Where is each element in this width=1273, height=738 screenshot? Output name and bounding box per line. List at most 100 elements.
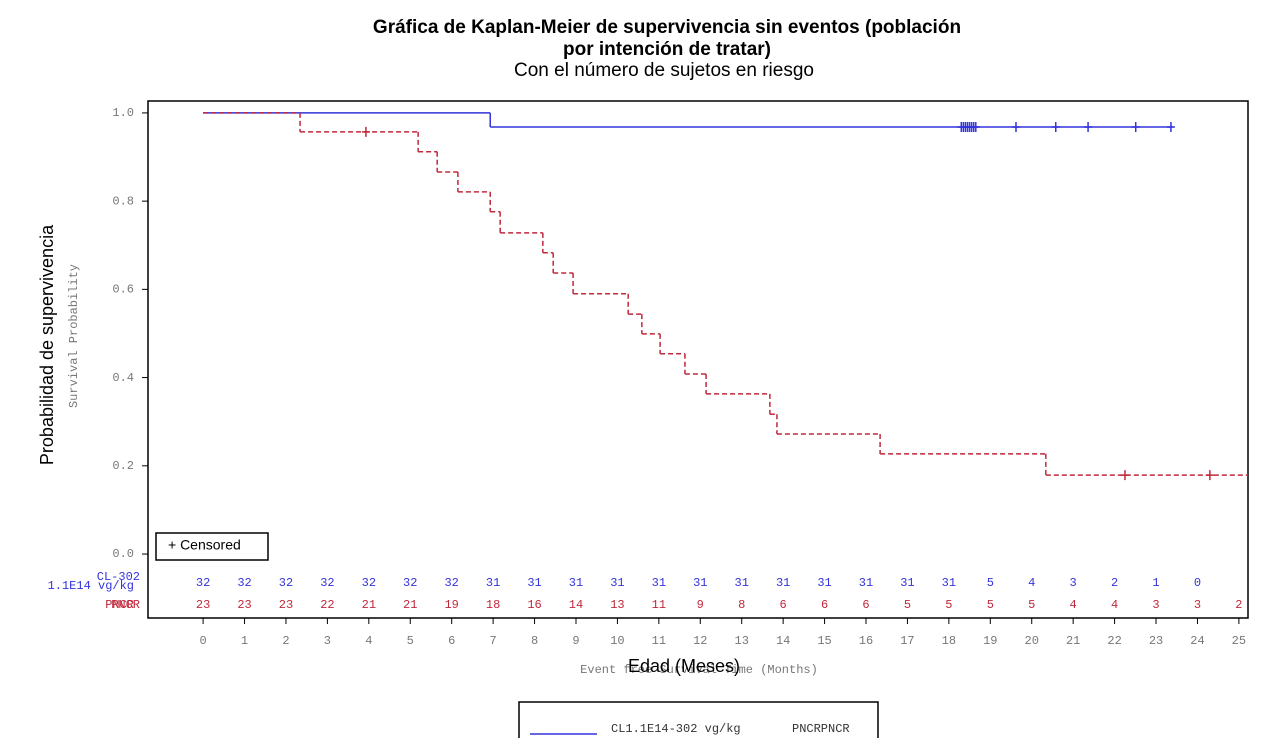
at-risk-count: 4 bbox=[1111, 598, 1118, 612]
at-risk-count: 32 bbox=[403, 576, 417, 590]
censor-mark bbox=[971, 122, 980, 133]
x-axis-label: Edad (Meses) bbox=[628, 656, 740, 676]
at-risk-count: 32 bbox=[279, 576, 293, 590]
y-tick-label: 0.8 bbox=[112, 194, 134, 208]
censor-mark bbox=[1205, 470, 1214, 481]
at-risk-count: 21 bbox=[403, 598, 417, 612]
at-risk-count: 32 bbox=[237, 576, 251, 590]
at-risk-count: 13 bbox=[610, 598, 624, 612]
x-tick-label: 2 bbox=[282, 634, 289, 648]
x-tick-label: 24 bbox=[1190, 634, 1204, 648]
at-risk-count: 2 bbox=[1235, 598, 1242, 612]
x-tick-label: 11 bbox=[652, 634, 666, 648]
at-risk-count: 9 bbox=[697, 598, 704, 612]
at-risk-count: 5 bbox=[1028, 598, 1035, 612]
at-risk-count: 5 bbox=[987, 576, 994, 590]
censor-legend-box bbox=[155, 532, 269, 561]
plot-frame bbox=[147, 100, 1249, 619]
risk-row-label: PNCR bbox=[105, 598, 134, 612]
x-tick-label: 0 bbox=[200, 634, 207, 648]
at-risk-count: 23 bbox=[279, 598, 293, 612]
risk-row-label: 1.1E14 vg/kg bbox=[48, 579, 134, 593]
censor-mark bbox=[1051, 122, 1060, 133]
at-risk-count: 32 bbox=[444, 576, 458, 590]
x-tick-label: 6 bbox=[448, 634, 455, 648]
x-tick-label: 23 bbox=[1149, 634, 1163, 648]
x-tick-label: 12 bbox=[693, 634, 707, 648]
at-risk-count: 31 bbox=[693, 576, 707, 590]
x-tick-label: 18 bbox=[942, 634, 956, 648]
x-tick-label: 19 bbox=[983, 634, 997, 648]
x-tick-label: 9 bbox=[572, 634, 579, 648]
x-tick-label: 17 bbox=[900, 634, 914, 648]
censor-mark bbox=[361, 126, 370, 137]
at-risk-count: 3 bbox=[1152, 598, 1159, 612]
x-tick-label: 7 bbox=[490, 634, 497, 648]
at-risk-count: 3 bbox=[1194, 598, 1201, 612]
at-risk-count: 6 bbox=[821, 598, 828, 612]
at-risk-count: 31 bbox=[776, 576, 790, 590]
at-risk-count: 16 bbox=[527, 598, 541, 612]
at-risk-count: 2 bbox=[1111, 576, 1118, 590]
censor-legend: + Censored bbox=[168, 537, 241, 553]
x-tick-label: 3 bbox=[324, 634, 331, 648]
y-axis-label-original: Survival Probability bbox=[67, 264, 81, 408]
at-risk-count: 5 bbox=[904, 598, 911, 612]
at-risk-count: 11 bbox=[652, 598, 666, 612]
at-risk-count: 31 bbox=[859, 576, 873, 590]
x-tick-label: 13 bbox=[735, 634, 749, 648]
at-risk-count: 32 bbox=[320, 576, 334, 590]
y-tick-label: 0.4 bbox=[112, 371, 134, 385]
at-risk-count: 6 bbox=[780, 598, 787, 612]
y-tick-label: 0.2 bbox=[112, 459, 134, 473]
x-tick-label: 15 bbox=[817, 634, 831, 648]
x-axis-label-original: Event free Survival Time (Months) bbox=[580, 663, 818, 677]
at-risk-count: 0 bbox=[1194, 576, 1201, 590]
at-risk-count: 31 bbox=[652, 576, 666, 590]
at-risk-count: 3 bbox=[1070, 576, 1077, 590]
at-risk-count: 23 bbox=[237, 598, 251, 612]
y-tick-label: 0.0 bbox=[112, 547, 134, 561]
at-risk-count: 8 bbox=[738, 598, 745, 612]
x-tick-label: 5 bbox=[407, 634, 414, 648]
x-tick-label: 8 bbox=[531, 634, 538, 648]
legend-label: PNCRPNCR bbox=[792, 722, 850, 736]
at-risk-count: 31 bbox=[569, 576, 583, 590]
chart-subtitle: Con el número de sujetos en riesgo bbox=[514, 60, 814, 81]
at-risk-count: 31 bbox=[942, 576, 956, 590]
censor-mark bbox=[1166, 122, 1175, 133]
at-risk-count: 5 bbox=[987, 598, 994, 612]
at-risk-count: 21 bbox=[362, 598, 376, 612]
at-risk-count: 6 bbox=[862, 598, 869, 612]
at-risk-count: 31 bbox=[486, 576, 500, 590]
at-risk-count: 4 bbox=[1028, 576, 1035, 590]
censor-mark bbox=[1131, 122, 1140, 133]
censor-mark bbox=[1084, 122, 1093, 133]
x-tick-label: 21 bbox=[1066, 634, 1080, 648]
y-tick-label: 1.0 bbox=[112, 106, 134, 120]
at-risk-count: 14 bbox=[569, 598, 583, 612]
x-tick-label: 10 bbox=[610, 634, 624, 648]
x-tick-label: 14 bbox=[776, 634, 790, 648]
x-tick-label: 20 bbox=[1025, 634, 1039, 648]
at-risk-count: 31 bbox=[610, 576, 624, 590]
legend-label: CL1.1E14-302 vg/kg bbox=[611, 722, 741, 736]
at-risk-count: 18 bbox=[486, 598, 500, 612]
risk-row-label: CL-302 bbox=[97, 570, 140, 584]
at-risk-count: 31 bbox=[735, 576, 749, 590]
x-tick-label: 4 bbox=[365, 634, 372, 648]
risk-row-label: PNCR bbox=[111, 598, 140, 612]
at-risk-count: 31 bbox=[900, 576, 914, 590]
at-risk-count: 1 bbox=[1152, 576, 1159, 590]
legend-box bbox=[518, 701, 879, 738]
y-axis-label: Probabilidad de supervivencia bbox=[37, 224, 57, 465]
censor-mark bbox=[1120, 470, 1129, 481]
at-risk-count: 23 bbox=[196, 598, 210, 612]
at-risk-count: 32 bbox=[196, 576, 210, 590]
at-risk-count: 4 bbox=[1070, 598, 1077, 612]
at-risk-count: 31 bbox=[527, 576, 541, 590]
at-risk-count: 32 bbox=[362, 576, 376, 590]
at-risk-count: 19 bbox=[444, 598, 458, 612]
x-tick-label: 1 bbox=[241, 634, 248, 648]
